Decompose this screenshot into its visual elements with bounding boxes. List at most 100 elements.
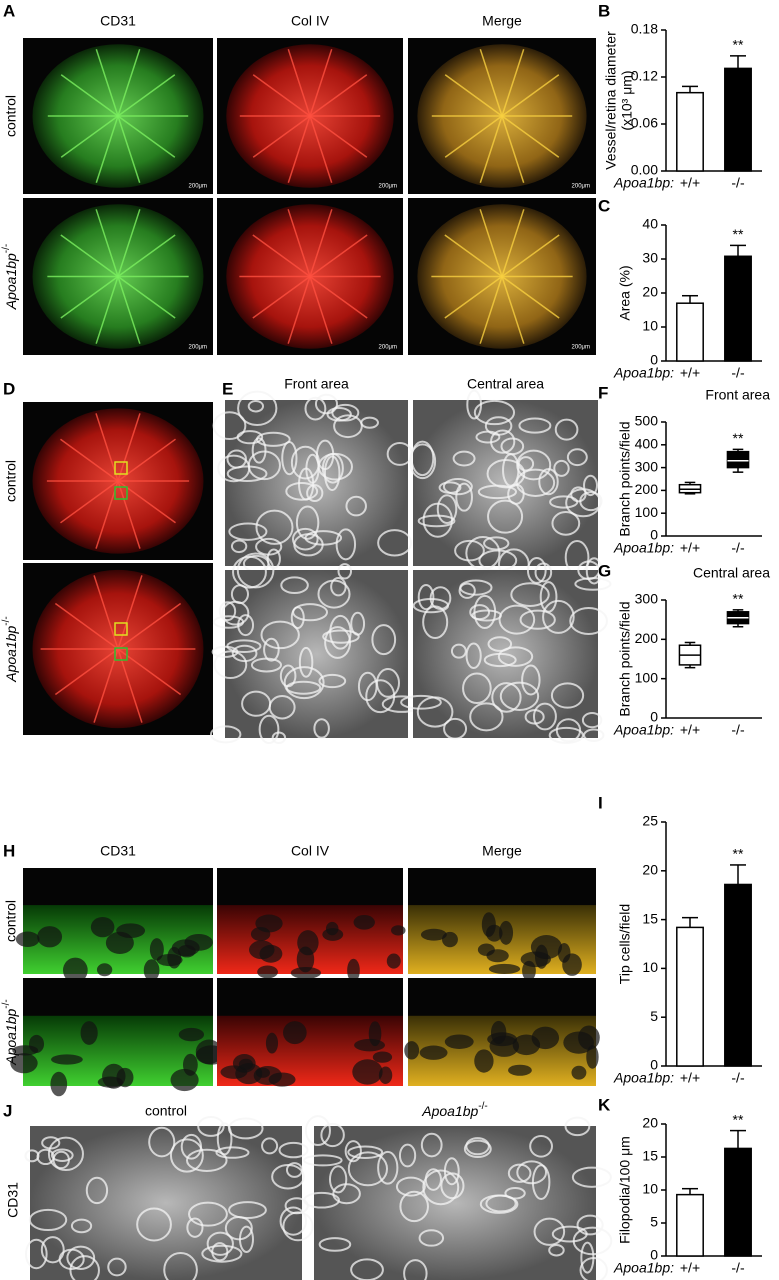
column-header-sup: -/- bbox=[478, 1101, 487, 1112]
roi-box bbox=[114, 486, 128, 500]
mesh-cell bbox=[487, 636, 513, 652]
lumen bbox=[15, 931, 40, 947]
mesh-cell bbox=[304, 396, 327, 421]
y-tick-label: 30 bbox=[642, 250, 658, 266]
row-label-sup: -/- bbox=[1, 999, 12, 1008]
lumen bbox=[347, 958, 360, 983]
mesh-cell bbox=[345, 495, 367, 517]
vessel bbox=[117, 602, 182, 650]
mesh-cell bbox=[454, 539, 485, 562]
mesh-cell bbox=[498, 604, 536, 635]
mesh-cell bbox=[486, 459, 526, 489]
y-tick-label: 10 bbox=[642, 1181, 658, 1197]
mesh-cell bbox=[395, 1176, 426, 1197]
vessel bbox=[117, 74, 176, 117]
lumen bbox=[522, 960, 536, 981]
column-header: CD31 bbox=[100, 843, 136, 859]
micrograph bbox=[409, 389, 603, 581]
y-axis-label: Filopodia/100 μm bbox=[617, 1136, 633, 1244]
vessel bbox=[117, 275, 176, 319]
mesh-cell bbox=[399, 1190, 429, 1223]
mesh-cell bbox=[237, 614, 255, 637]
mesh-cell bbox=[197, 1116, 225, 1137]
lumen bbox=[149, 938, 164, 961]
y-tick-label: 500 bbox=[635, 413, 659, 429]
vessel bbox=[117, 575, 143, 650]
panel-label: I bbox=[598, 793, 603, 812]
lumen bbox=[184, 934, 213, 951]
mesh-cell bbox=[579, 1257, 608, 1280]
mesh-cell bbox=[232, 555, 267, 589]
bar bbox=[724, 67, 752, 172]
column-header: Apoa1bp-/- bbox=[421, 1101, 488, 1119]
mesh-cell bbox=[409, 443, 437, 480]
lumen bbox=[586, 1045, 599, 1069]
mesh-cell bbox=[510, 582, 550, 607]
lumen bbox=[290, 966, 322, 979]
x-axis-label: Apoa1bp: bbox=[613, 175, 674, 191]
mesh-cell bbox=[285, 680, 322, 695]
mesh-cell bbox=[290, 445, 320, 480]
mesh-cell bbox=[347, 1151, 389, 1187]
mesh-cell bbox=[332, 1183, 361, 1205]
mesh-cell bbox=[306, 484, 324, 503]
y-tick-label: 0.12 bbox=[631, 68, 658, 84]
mesh-cell bbox=[314, 393, 339, 415]
vessel bbox=[444, 275, 503, 319]
x-axis-label: Apoa1bp: bbox=[613, 722, 674, 738]
mesh-cell bbox=[471, 609, 502, 622]
vessel bbox=[501, 209, 525, 277]
mesh-cell bbox=[295, 505, 320, 540]
mesh-cell bbox=[328, 1165, 348, 1194]
mesh-cell bbox=[521, 664, 541, 696]
mesh-cell bbox=[226, 465, 268, 483]
lumen bbox=[563, 1031, 594, 1054]
mesh-cell bbox=[410, 440, 435, 477]
lumen bbox=[50, 1071, 68, 1097]
mesh-cell bbox=[371, 624, 397, 656]
mesh-cell bbox=[290, 606, 305, 630]
row-label-sup: -/- bbox=[1, 616, 12, 625]
x-tick-label: +/+ bbox=[680, 1260, 700, 1276]
lumen bbox=[354, 1038, 385, 1052]
mesh-cell bbox=[211, 1242, 229, 1262]
micrograph bbox=[209, 552, 422, 745]
y-tick-label: 0 bbox=[650, 1057, 658, 1073]
mesh-cell bbox=[303, 1191, 340, 1209]
mesh-cell bbox=[278, 1141, 309, 1159]
mesh-cell bbox=[107, 1257, 127, 1277]
lumen bbox=[386, 953, 401, 969]
mesh-cell bbox=[526, 557, 547, 584]
mesh-cell bbox=[403, 1259, 428, 1280]
mesh-cell bbox=[347, 1145, 384, 1160]
mesh-cell bbox=[516, 449, 552, 481]
mesh-cell bbox=[518, 417, 552, 434]
mesh-cell bbox=[180, 1133, 202, 1160]
mesh-cell bbox=[258, 714, 280, 745]
mesh-cell bbox=[212, 411, 247, 441]
mesh-cell bbox=[303, 1154, 343, 1167]
mesh-cell bbox=[483, 536, 510, 551]
lumen bbox=[325, 921, 339, 936]
mesh-cell bbox=[271, 731, 287, 745]
lumen bbox=[486, 924, 503, 942]
y-tick-label: 15 bbox=[642, 910, 658, 926]
y-tick-label: 10 bbox=[642, 959, 658, 975]
vessel bbox=[93, 575, 119, 650]
mesh-cell bbox=[318, 673, 347, 689]
panel-label: F bbox=[598, 383, 608, 402]
bar bbox=[676, 926, 704, 1067]
mesh-cell bbox=[148, 1126, 176, 1158]
roi-box bbox=[114, 461, 128, 475]
column-header-name: Apoa1bp bbox=[421, 1103, 478, 1119]
lumen bbox=[391, 925, 406, 936]
tissue bbox=[30, 1126, 302, 1280]
vessel bbox=[287, 276, 311, 344]
lumen bbox=[143, 959, 160, 982]
mesh-cell bbox=[271, 1164, 305, 1190]
mesh-cell bbox=[533, 1217, 566, 1246]
mesh-cell bbox=[487, 499, 524, 534]
mesh-cell bbox=[50, 1148, 74, 1162]
mesh-cell bbox=[335, 528, 357, 561]
vessel bbox=[252, 74, 311, 117]
